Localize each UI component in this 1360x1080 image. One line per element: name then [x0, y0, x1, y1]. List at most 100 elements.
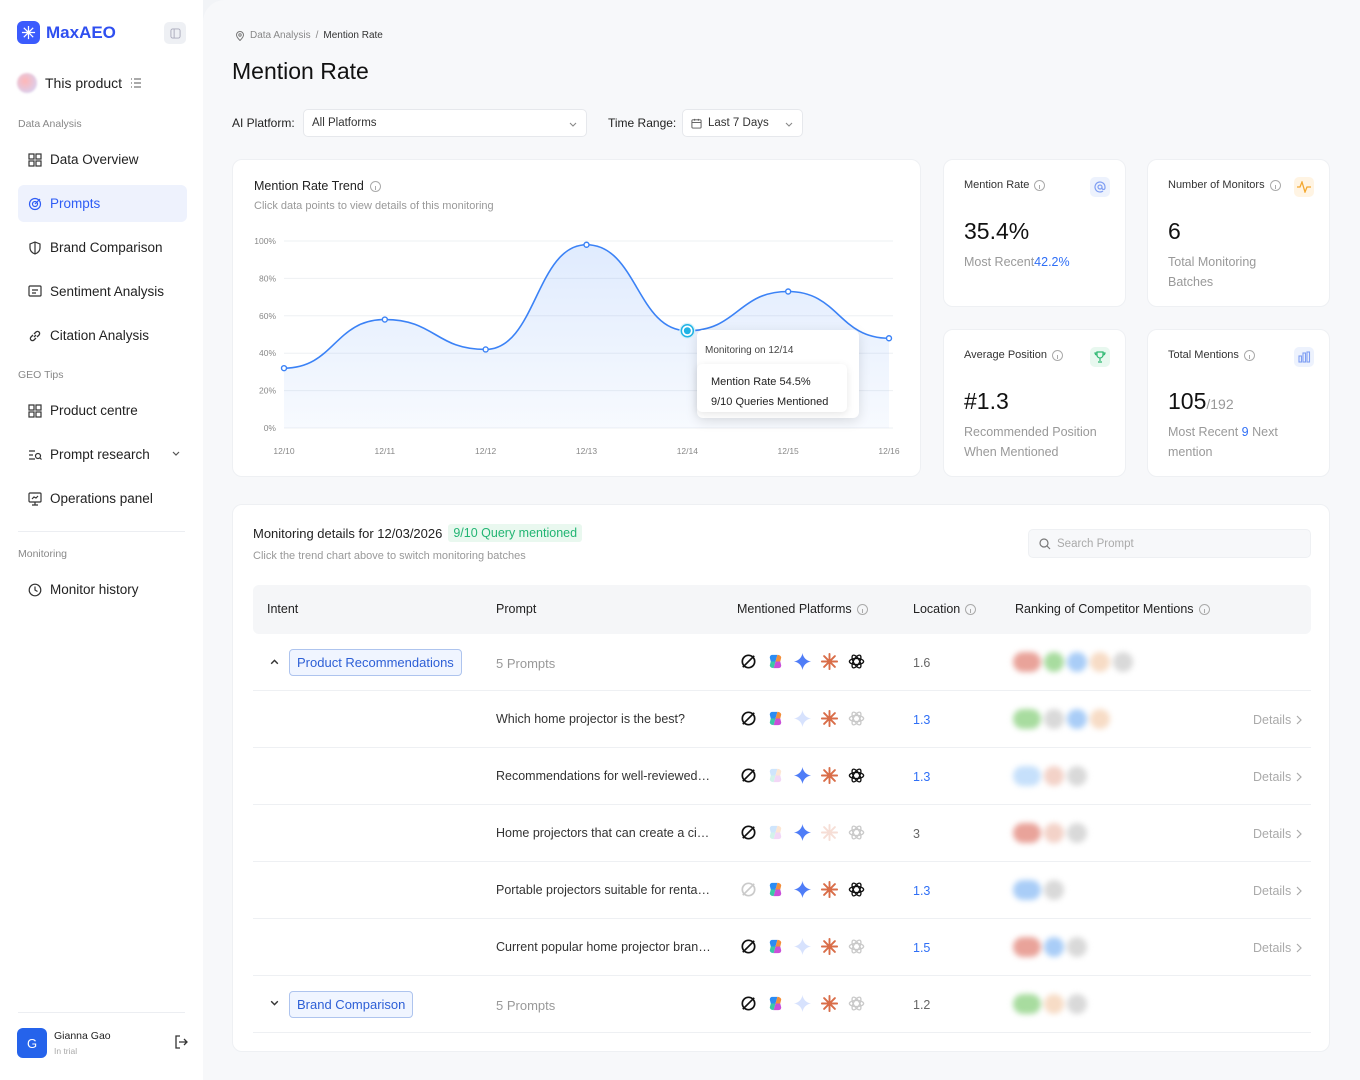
stat-title: Number of Monitors [1168, 179, 1265, 191]
sidebar-item-prompts[interactable]: Prompts [18, 185, 187, 222]
details-link[interactable]: Details [1253, 713, 1303, 727]
stat-value: 35.4% [964, 218, 1030, 244]
chat-icon [28, 284, 42, 297]
sidebar-item-sentiment-analysis[interactable]: Sentiment Analysis [18, 273, 187, 310]
location-value: 1.3 [913, 770, 931, 784]
gemini-icon [793, 880, 812, 899]
chatgpt-icon [847, 880, 866, 899]
info-icon[interactable] [1034, 179, 1046, 191]
grid-icon [28, 152, 42, 167]
chatgpt-icon [847, 709, 866, 728]
info-icon[interactable] [856, 603, 868, 615]
info-icon[interactable] [369, 180, 381, 192]
chevron-down-icon[interactable] [269, 998, 280, 1009]
column-header: Prompt [496, 602, 537, 616]
table-group-row[interactable]: Product Recommendations 5 Prompts 1.6 [253, 634, 1311, 691]
data-point [784, 288, 792, 295]
product-selector[interactable]: This product [17, 70, 157, 96]
table-row[interactable]: Portable projectors suitable for rental … [253, 862, 1311, 919]
sidebar-item-prompt-research[interactable]: Prompt research [18, 436, 187, 473]
sidebar-item-citation-analysis[interactable]: Citation Analysis [18, 317, 187, 354]
platform-select[interactable]: All Platforms [303, 109, 587, 137]
row-divider [253, 1032, 1311, 1033]
perplexity-icon [739, 937, 758, 956]
breadcrumb: Data Analysis / Mention Rate [235, 30, 383, 41]
gemini-icon [793, 652, 812, 671]
details-link[interactable]: Details [1253, 884, 1303, 898]
sidebar-item-brand-comparison[interactable]: Brand Comparison [18, 229, 187, 266]
intent-tag[interactable]: Product Recommendations [289, 649, 462, 676]
sidebar-item-monitor-history[interactable]: Monitor history [18, 571, 187, 608]
collapse-sidebar-icon[interactable] [164, 22, 186, 44]
chevron-down-icon [569, 122, 577, 127]
info-icon[interactable] [1051, 349, 1063, 361]
x-tick-label: 12/12 [475, 446, 497, 456]
sidebar-item-operations-panel[interactable]: Operations panel [18, 480, 187, 517]
app-logo[interactable]: MaxAEO [17, 21, 116, 44]
claude-icon [820, 709, 839, 728]
info-icon[interactable] [965, 603, 977, 615]
table-row[interactable]: Home projectors that can create a cinema… [253, 805, 1311, 862]
competitor-chip [1013, 652, 1041, 672]
chevron-right-icon [1296, 715, 1303, 725]
search-list-icon [29, 449, 42, 460]
competitor-chip [1067, 823, 1087, 843]
competitor-chip [1113, 652, 1133, 672]
sidebar-item-product-centre[interactable]: Product centre [18, 392, 187, 429]
sidebar-item-label: Product centre [50, 403, 138, 418]
sidebar-item-label: Prompts [50, 196, 101, 211]
copilot-icon [766, 994, 785, 1013]
data-point [885, 335, 893, 342]
stat-desc: Recommended Position When Mentioned [964, 425, 1097, 459]
competitor-chip [1013, 709, 1041, 729]
info-icon[interactable] [1198, 603, 1210, 615]
trend-chart[interactable]: 100% 80% 60% 40% 20% 0% 12/10 12/11 12/12 12/13 12… [233, 160, 922, 478]
competitor-chip [1090, 709, 1110, 729]
logout-icon[interactable] [174, 1035, 188, 1049]
competitor-chip [1044, 652, 1064, 672]
list-icon [131, 78, 142, 88]
user-profile[interactable]: G Gianna Gao In trial [17, 1027, 192, 1059]
table-row[interactable]: Current popular home projector brands 1.… [253, 919, 1311, 976]
info-icon[interactable] [1243, 349, 1255, 361]
chatgpt-icon [847, 823, 866, 842]
table-row[interactable]: Recommendations for well-reviewed home p… [253, 748, 1311, 805]
search-field[interactable] [1028, 529, 1311, 558]
copilot-icon [766, 709, 785, 728]
copilot-icon [766, 823, 785, 842]
gemini-icon [793, 994, 812, 1013]
competitor-chip [1090, 652, 1110, 672]
platform-icons [739, 994, 866, 1013]
section-monitoring: Monitoring [18, 548, 68, 560]
claude-icon [820, 880, 839, 899]
stat-desc-tail: Next mention [1168, 425, 1278, 459]
prompt-text: Which home projector is the best? [496, 712, 685, 726]
competitor-chip [1067, 652, 1087, 672]
info-icon[interactable] [1269, 179, 1281, 191]
intent-tag[interactable]: Brand Comparison [289, 991, 414, 1018]
location-value: 1.6 [913, 656, 931, 670]
details-link[interactable]: Details [1253, 827, 1303, 841]
pulse-icon [1294, 177, 1314, 197]
chart-tooltip: Monitoring on 12/14 Mention Rate 54.5% 9… [697, 330, 859, 418]
chevron-up-icon[interactable] [269, 656, 280, 667]
x-tick-label: 12/13 [576, 446, 598, 456]
breadcrumb-parent[interactable]: Data Analysis [250, 30, 311, 41]
table-group-row[interactable]: Brand Comparison 5 Prompts 1.2 [253, 976, 1311, 1033]
sidebar: MaxAEO This product Data Analysis Data O… [0, 0, 203, 1080]
platform-icons [739, 880, 866, 899]
details-link[interactable]: Details [1253, 941, 1303, 955]
details-link[interactable]: Details [1253, 770, 1303, 784]
row-divider [253, 747, 1311, 748]
sidebar-item-data-overview[interactable]: Data Overview [18, 141, 187, 178]
x-tick-label: 12/14 [677, 446, 699, 456]
claude-icon [820, 652, 839, 671]
perplexity-icon [739, 994, 758, 1013]
logo-icon [17, 21, 40, 44]
y-tick-label: 80% [259, 273, 276, 283]
search-input[interactable] [1057, 537, 1297, 550]
claude-icon [820, 823, 839, 842]
main-content: Data Analysis / Mention Rate Mention Rat… [203, 0, 1360, 1080]
table-row[interactable]: Which home projector is the best? 1.3 De… [253, 691, 1311, 748]
time-range-select[interactable]: Last 7 Days [682, 109, 803, 137]
